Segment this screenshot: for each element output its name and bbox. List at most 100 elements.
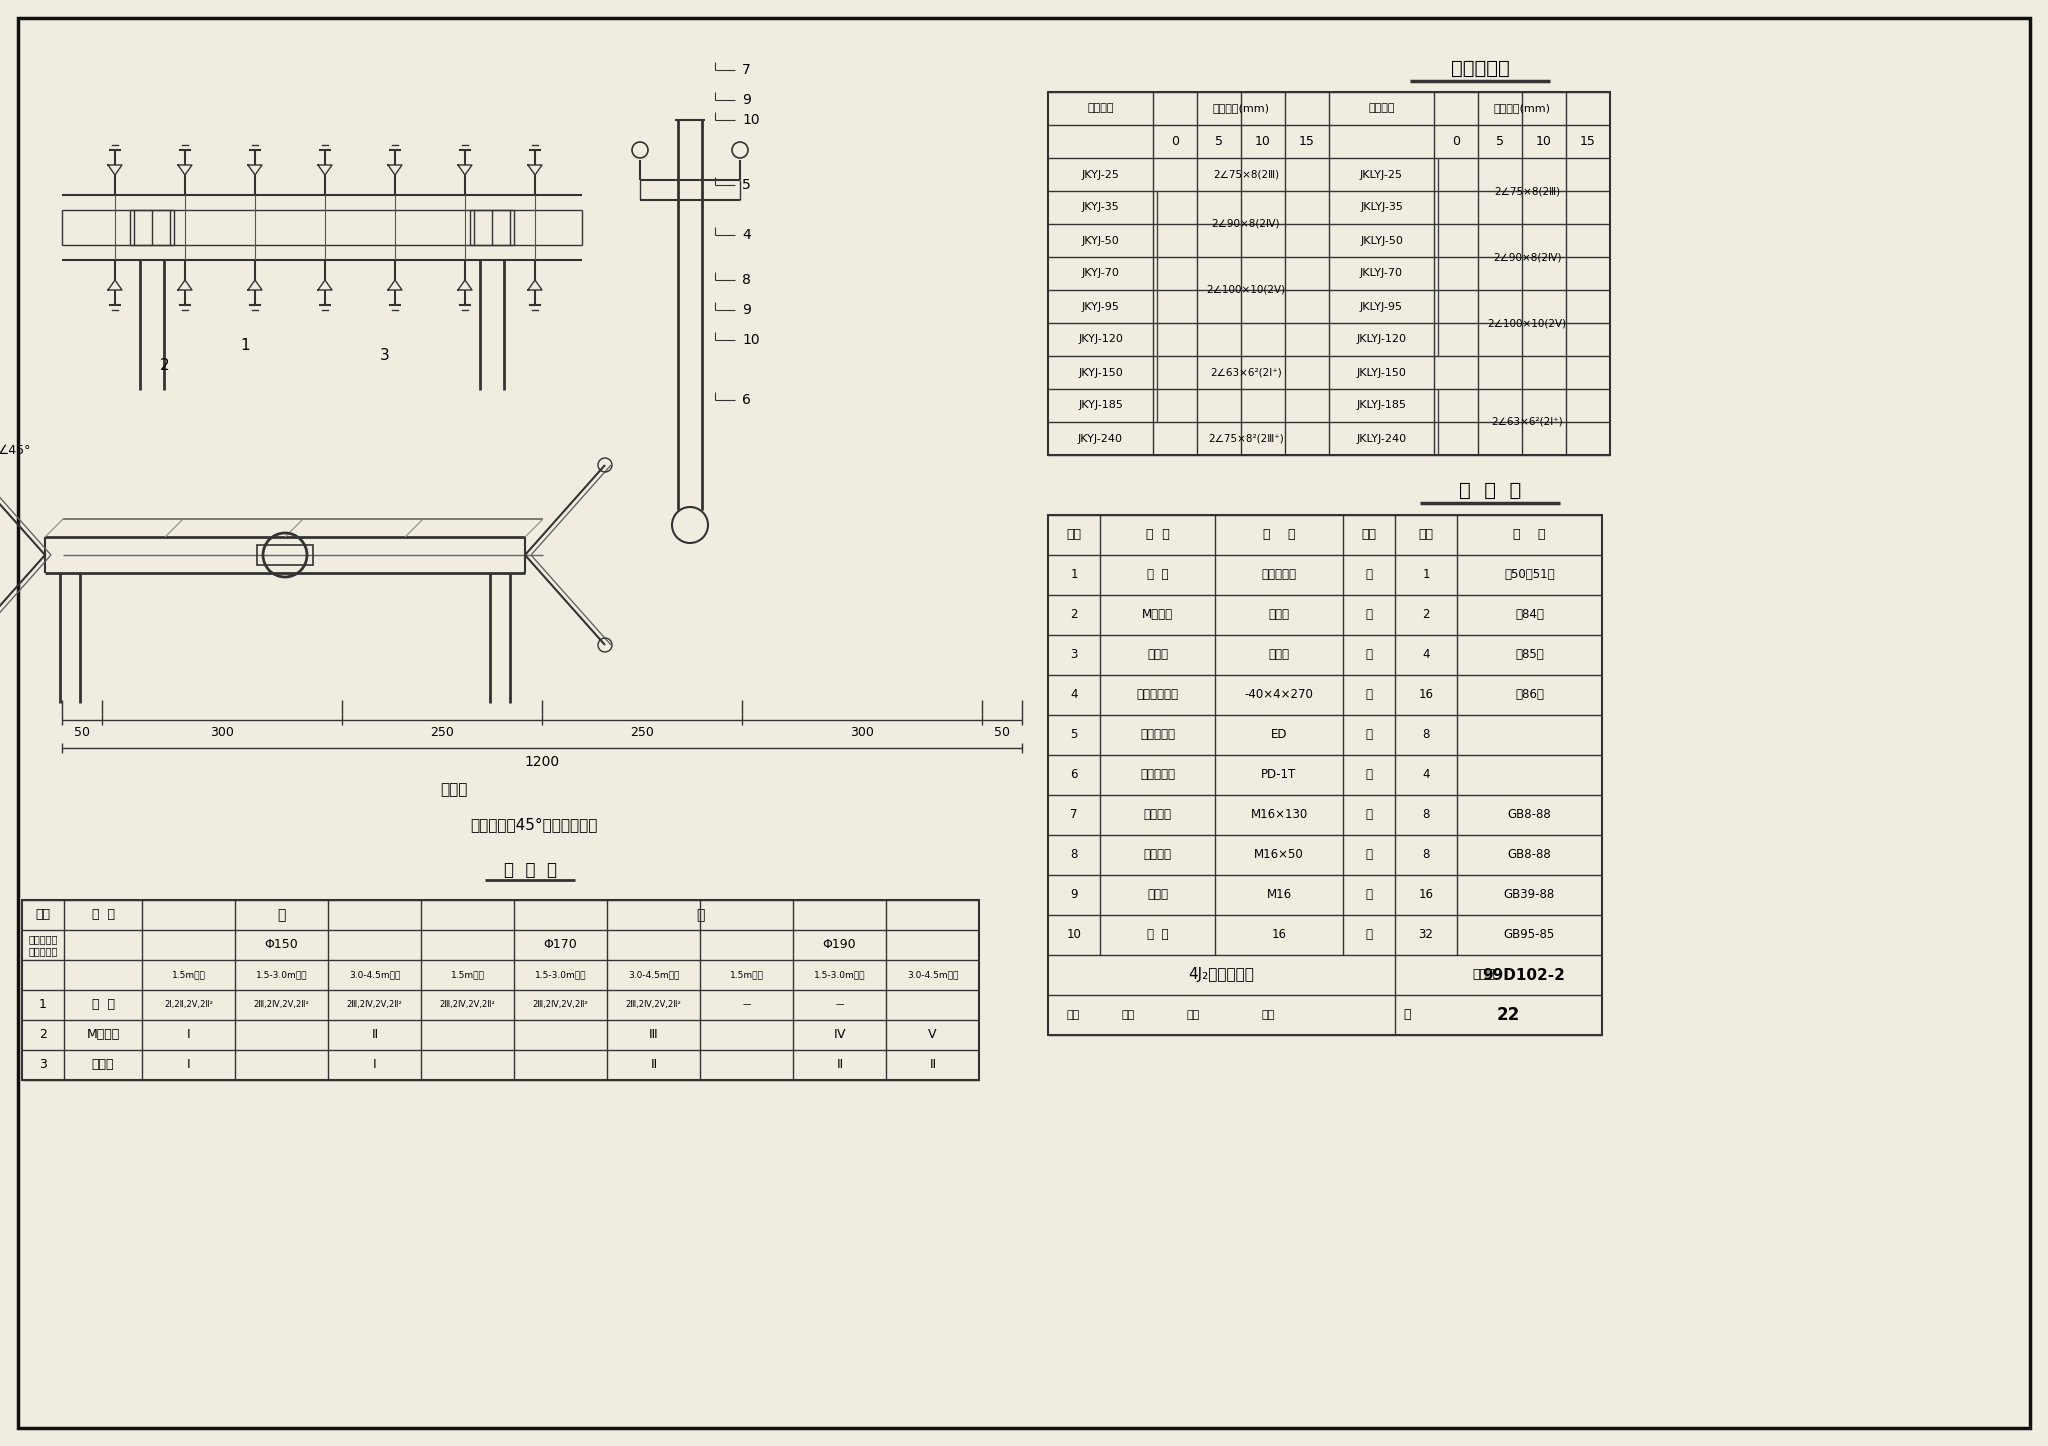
Text: 10: 10 (1255, 134, 1272, 147)
Text: 覉86页: 覉86页 (1516, 688, 1544, 701)
Text: 300: 300 (211, 726, 233, 739)
Text: JKLYJ-25: JKLYJ-25 (1360, 169, 1403, 179)
Text: 横  担: 横 担 (1147, 568, 1167, 581)
Bar (129, 210, 174, 244)
Bar (1049, 93, 1610, 455)
Text: 4: 4 (1071, 688, 1077, 701)
Text: 方螺母: 方螺母 (1147, 888, 1167, 901)
Text: 2Ⅲ,2Ⅳ,2Ⅴ,2Ⅱ²: 2Ⅲ,2Ⅳ,2Ⅴ,2Ⅱ² (254, 1001, 309, 1009)
Text: 名  称: 名 称 (92, 908, 115, 921)
Text: 2∠100×10(2Ⅴ): 2∠100×10(2Ⅴ) (1206, 285, 1286, 295)
Text: 覆冰厚度(mm): 覆冰厚度(mm) (1493, 104, 1550, 113)
Bar (23, 899, 979, 1080)
Text: 8: 8 (1421, 808, 1430, 821)
Text: 2Ⅲ,2Ⅳ,2Ⅴ,2Ⅱ²: 2Ⅲ,2Ⅳ,2Ⅴ,2Ⅱ² (440, 1001, 496, 1009)
Text: —: — (836, 1001, 844, 1009)
Text: 10: 10 (1067, 928, 1081, 941)
Text: 方头螺栓: 方头螺栓 (1143, 849, 1171, 862)
Text: 覉84页: 覉84页 (1516, 609, 1544, 622)
Text: JKYJ-185: JKYJ-185 (1077, 401, 1122, 411)
Text: 说明：: 说明： (440, 782, 467, 798)
Text: 个: 个 (1366, 609, 1372, 622)
Text: 导线规格: 导线规格 (1368, 104, 1395, 113)
Text: 本图适用于45°及以下转角。: 本图适用于45°及以下转角。 (469, 817, 598, 833)
Text: 横担选择表: 横担选择表 (1450, 58, 1509, 78)
Text: M16: M16 (1266, 888, 1292, 901)
Text: 50: 50 (74, 726, 90, 739)
Text: 2∠63×6²(2Ⅰ⁺): 2∠63×6²(2Ⅰ⁺) (1491, 416, 1563, 427)
Text: 1: 1 (39, 999, 47, 1012)
Text: GB39-88: GB39-88 (1503, 888, 1554, 901)
Text: 规    格: 规 格 (1264, 528, 1294, 541)
Text: 16: 16 (1272, 928, 1286, 941)
Text: 个: 个 (1366, 768, 1372, 781)
Text: 1.5m以内: 1.5m以内 (451, 970, 485, 979)
Text: 付: 付 (1366, 568, 1372, 581)
Text: 2: 2 (160, 357, 170, 373)
Text: JKYJ-240: JKYJ-240 (1077, 434, 1122, 444)
Text: 见左表: 见左表 (1268, 609, 1290, 622)
Text: 序号: 序号 (35, 908, 51, 921)
Text: 1200: 1200 (524, 755, 559, 769)
Text: 10: 10 (1536, 134, 1552, 147)
Text: 0: 0 (1171, 134, 1180, 147)
Text: 坠  圈: 坠 圈 (1147, 928, 1167, 941)
Text: M16×50: M16×50 (1253, 849, 1305, 862)
Text: JKLYJ-35: JKLYJ-35 (1360, 202, 1403, 213)
Text: 3.0-4.5m以内: 3.0-4.5m以内 (907, 970, 958, 979)
Text: Ⅱ: Ⅱ (371, 1028, 377, 1041)
Text: Φ150: Φ150 (264, 938, 299, 951)
Text: 10: 10 (741, 113, 760, 127)
Text: 2: 2 (1071, 609, 1077, 622)
Text: 2∠75×8(2Ⅲ): 2∠75×8(2Ⅲ) (1212, 169, 1280, 179)
Text: 2∠90×8(2Ⅳ): 2∠90×8(2Ⅳ) (1493, 252, 1561, 262)
Text: 2Ⅲ,2Ⅳ,2Ⅴ,2Ⅱ²: 2Ⅲ,2Ⅳ,2Ⅴ,2Ⅱ² (532, 1001, 588, 1009)
Text: 2∠100×10(2Ⅴ): 2∠100×10(2Ⅴ) (1487, 318, 1567, 328)
Text: Ⅰ: Ⅰ (186, 1028, 190, 1041)
Text: 1.5-3.0m以内: 1.5-3.0m以内 (256, 970, 307, 979)
Text: 1: 1 (1421, 568, 1430, 581)
Text: 电杆梢径及
距杆顶距离: 电杆梢径及 距杆顶距离 (29, 934, 57, 956)
Text: 6: 6 (1071, 768, 1077, 781)
Text: 4: 4 (1421, 648, 1430, 661)
Text: 16: 16 (1419, 688, 1434, 701)
Text: Φ170: Φ170 (543, 938, 578, 951)
Text: 22: 22 (1497, 1006, 1520, 1024)
Text: 3: 3 (1071, 648, 1077, 661)
Text: 图集号: 图集号 (1473, 969, 1495, 982)
Text: 0: 0 (1452, 134, 1460, 147)
Text: 3.0-4.5m以内: 3.0-4.5m以内 (348, 970, 399, 979)
Text: 2∠90×8(2Ⅳ): 2∠90×8(2Ⅳ) (1212, 218, 1280, 228)
Text: 天道: 天道 (1122, 1009, 1135, 1019)
Text: 250: 250 (430, 726, 455, 739)
Text: 50: 50 (993, 726, 1010, 739)
Text: 铁拉板（一）: 铁拉板（一） (1137, 688, 1178, 701)
Text: GB95-85: GB95-85 (1503, 928, 1554, 941)
Text: Ⅲ: Ⅲ (649, 1028, 657, 1041)
Text: 个: 个 (1366, 849, 1372, 862)
Text: JKLYJ-150: JKLYJ-150 (1356, 367, 1407, 377)
Text: 5: 5 (1214, 134, 1223, 147)
Text: ∠45°: ∠45° (0, 444, 33, 457)
Text: 2∠75×8²(2Ⅲ⁺): 2∠75×8²(2Ⅲ⁺) (1208, 434, 1284, 444)
Text: Ⅱ: Ⅱ (930, 1058, 936, 1071)
Text: 8: 8 (1071, 849, 1077, 862)
Text: 10: 10 (741, 333, 760, 347)
Text: 校对: 校对 (1186, 1009, 1200, 1019)
Text: 个: 个 (1366, 928, 1372, 941)
Text: 2Ⅲ,2Ⅳ,2Ⅴ,2Ⅱ²: 2Ⅲ,2Ⅳ,2Ⅴ,2Ⅱ² (625, 1001, 682, 1009)
Text: JKYJ-150: JKYJ-150 (1077, 367, 1122, 377)
Text: 见上、左表: 见上、左表 (1262, 568, 1296, 581)
Text: —: — (741, 1001, 752, 1009)
Text: 3.0-4.5m以内: 3.0-4.5m以内 (629, 970, 680, 979)
Text: Ⅳ: Ⅳ (834, 1028, 846, 1041)
Text: 名  称: 名 称 (1145, 528, 1169, 541)
Text: ED: ED (1270, 729, 1288, 742)
Text: 规: 规 (276, 908, 285, 923)
Text: 2∠75×8(2Ⅲ): 2∠75×8(2Ⅲ) (1493, 187, 1561, 197)
Text: 单位: 单位 (1362, 528, 1376, 541)
Text: 3: 3 (39, 1058, 47, 1071)
Text: Ⅱ: Ⅱ (836, 1058, 842, 1071)
Text: 格: 格 (696, 908, 705, 923)
Text: 4: 4 (741, 228, 752, 241)
